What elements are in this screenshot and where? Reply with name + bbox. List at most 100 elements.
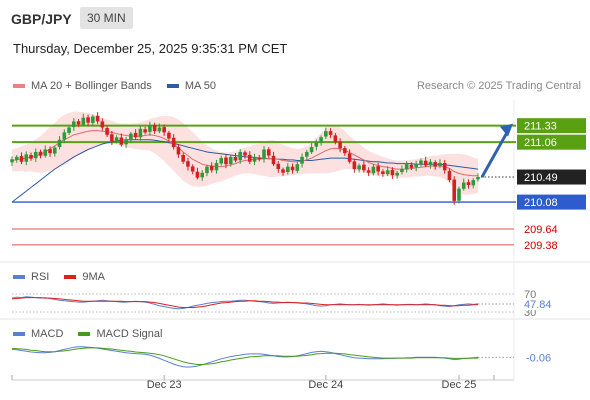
candle-body [352,161,357,170]
projection-arrowhead [500,123,513,137]
candle-body [338,141,342,149]
support-label: 209.38 [524,240,558,252]
candle-body [309,147,314,153]
rsi-value-label: 47.84 [524,299,552,311]
candle-body [157,127,162,132]
candle-body [305,151,309,157]
rsi-value-bg [520,297,556,310]
time-tick-label: Dec 24 [308,379,343,391]
macd-value-label: -0.06 [526,352,551,364]
candle-body [86,117,90,123]
candle-body [300,156,304,164]
candle-body [447,170,452,181]
candle-body [385,170,390,175]
candle-body [186,161,190,167]
candle-body [95,115,100,122]
candle-body [252,156,257,162]
candle-body [152,124,157,132]
macd-line [11,346,479,368]
candle-body [52,147,57,154]
resistance-label: 211.06 [524,137,557,149]
candle-body [57,139,62,147]
current-price-label: 210.49 [524,172,558,184]
candle-body [67,127,71,133]
candle-body [314,142,319,147]
current-price-tag [517,169,586,185]
candle-body [390,169,395,176]
resistance-label: 211.33 [524,121,557,133]
candle-body [347,153,352,162]
candle-body [276,163,281,170]
candle-body [419,160,423,165]
candle-body [124,139,128,145]
candle-body [366,170,371,173]
candle-body [162,127,166,133]
candle-body [343,148,347,154]
candle-body [457,188,461,201]
candle-body [10,159,14,163]
interval-button[interactable]: 30 MIN [80,7,133,29]
candle-body [395,172,399,176]
resistance-tag [517,118,586,134]
candle-body [228,156,233,165]
candle-body [466,182,471,185]
candle-body [209,165,214,171]
candle-body [195,171,200,178]
candle-body [91,116,95,123]
candle-body [181,154,185,162]
rsi-ma-line [11,297,478,308]
candle-body [14,156,19,160]
candle-body [290,166,295,171]
candle-body [76,121,81,125]
candle-body [381,171,385,174]
candle-body [205,166,209,174]
candle-body [409,164,414,168]
candle-body [19,156,24,162]
candle-body [143,129,147,133]
candle-body [257,157,262,160]
candle-body [266,149,271,156]
candle-body [148,125,152,132]
candle-body [238,151,243,161]
candle-body [110,134,114,141]
candle-body [442,162,447,171]
candle-body [167,132,171,139]
candle-body [285,166,290,173]
candle-body [328,131,333,135]
candle-body [105,128,109,135]
candle-body [281,169,285,173]
projection-arrow-shaft [480,129,510,178]
candle-body [214,162,219,171]
candle-body [62,132,67,140]
candle-body [362,164,366,171]
candle-body [404,164,409,170]
candle-body [262,149,266,159]
candle-body [33,151,38,159]
macd-signal-line [11,347,478,365]
candle-body [138,128,143,138]
candle-body [333,135,338,143]
time-tick-label: Dec 25 [442,379,477,391]
candle-body [233,157,238,161]
candle-body [114,137,119,141]
candle-body [72,121,76,127]
time-tick-label: Dec 23 [147,379,182,391]
candle-body [376,166,380,172]
candle-body [81,117,86,125]
candle-body [471,180,476,186]
rsi-line [11,296,479,310]
candle-body [219,158,224,164]
candle-body [43,149,48,156]
candle-body [371,166,376,174]
candle-body [243,152,247,156]
candle-body [461,182,466,189]
rsi-tick-label: 30 [524,307,536,319]
candle-body [476,177,480,180]
candle-body [190,166,195,172]
candle-body [438,162,442,166]
candle-body [119,137,124,145]
candle-body [38,151,43,156]
candle-body [200,172,205,178]
candle-body [423,160,428,166]
